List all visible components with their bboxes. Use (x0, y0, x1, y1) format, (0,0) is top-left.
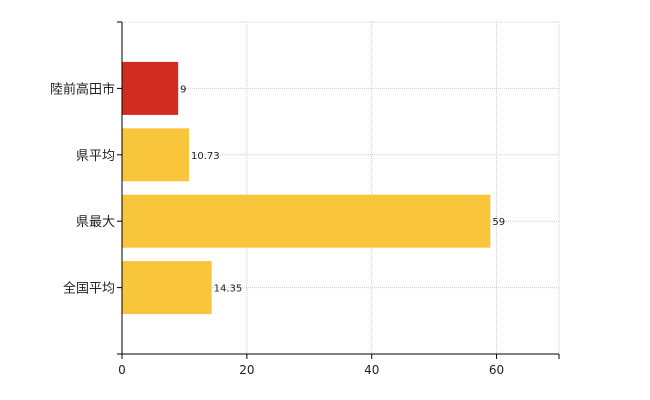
data-label: 14.35 (214, 284, 243, 295)
x-tick-label: 40 (364, 363, 379, 377)
bar (122, 194, 491, 248)
category-label: 陸前高田市 (50, 81, 115, 97)
data-label: 9 (180, 84, 186, 95)
bar (122, 128, 189, 182)
bar (122, 261, 212, 315)
x-tick-label: 60 (489, 363, 504, 377)
x-tick-label: 0 (118, 363, 126, 377)
data-label: 10.73 (191, 151, 220, 162)
category-label: 県平均 (76, 149, 115, 164)
category-label: 県最大 (76, 215, 115, 230)
x-tick-label: 20 (239, 363, 254, 377)
data-label: 59 (492, 217, 505, 228)
bars (122, 61, 491, 315)
axes (117, 21, 560, 359)
bar (122, 61, 179, 115)
category-label: 全国平均 (63, 281, 115, 297)
labels: 9 陸前高田市 10.73 県平均 59 県最大 14.35 全国平均 0 20 40 60 (50, 81, 505, 377)
